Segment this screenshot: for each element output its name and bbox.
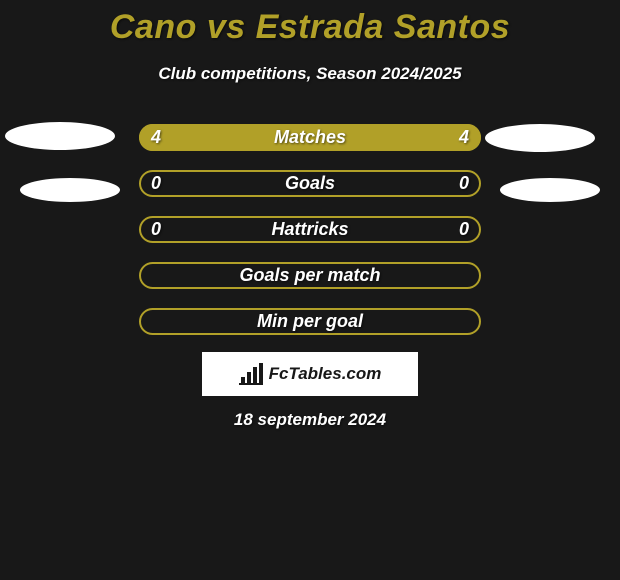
stat-rows: Matches44Goals00Hattricks00Goals per mat… — [139, 124, 481, 335]
stat-row: Goals0 0 — [139, 170, 481, 197]
stat-value-left: 4 — [151, 124, 161, 151]
stat-value-right: 4 — [459, 124, 469, 151]
stat-label: Goals — [139, 170, 481, 197]
player-placeholder — [20, 178, 120, 202]
page-title: Cano vs Estrada Santos — [0, 0, 620, 47]
stat-value-right: 0 — [459, 216, 469, 243]
subtitle: Club competitions, Season 2024/2025 — [0, 64, 620, 84]
player-placeholder — [485, 124, 595, 152]
stat-row: Hattricks0 0 — [139, 216, 481, 243]
stat-label: Min per goal — [139, 308, 481, 335]
brand-text: FcTables.com — [269, 364, 382, 384]
stat-row: Goals per match — [139, 262, 481, 289]
brand-badge: FcTables.com — [202, 352, 418, 396]
stat-label: Matches — [139, 124, 481, 151]
stat-label: Hattricks — [139, 216, 481, 243]
stat-value-left: 0 — [151, 170, 161, 197]
stat-value-right: 0 — [459, 170, 469, 197]
stat-value-left: 0 — [151, 216, 161, 243]
stat-row: Matches4 4 — [139, 124, 481, 151]
date-label: 18 september 2024 — [0, 410, 620, 430]
chart-icon — [239, 363, 263, 385]
stat-label: Goals per match — [139, 262, 481, 289]
player-placeholder — [5, 122, 115, 150]
player-placeholder — [500, 178, 600, 202]
stat-row: Min per goal — [139, 308, 481, 335]
